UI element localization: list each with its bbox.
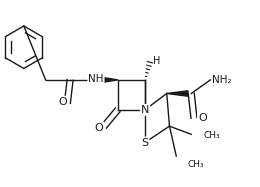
Text: H: H [153, 56, 160, 66]
Text: O: O [198, 113, 207, 123]
Text: N: N [141, 105, 149, 115]
Text: CH₃: CH₃ [204, 131, 220, 140]
Text: O: O [58, 97, 67, 107]
Polygon shape [167, 91, 188, 96]
Text: O: O [95, 122, 104, 133]
Text: NH: NH [88, 73, 104, 84]
Text: NH₂: NH₂ [212, 75, 231, 85]
Text: CH₃: CH₃ [187, 160, 204, 169]
Text: S: S [141, 137, 148, 148]
Polygon shape [101, 77, 118, 83]
